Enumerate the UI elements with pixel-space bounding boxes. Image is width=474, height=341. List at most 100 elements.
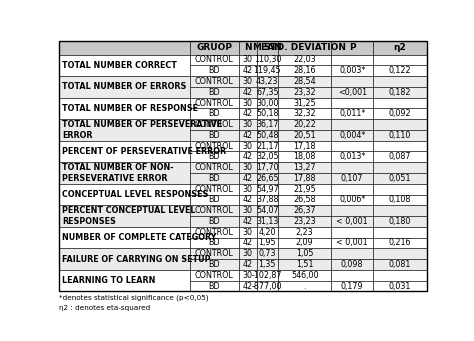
Bar (238, 162, 256, 173)
Text: TOTAL NUMBER CORRECT: TOTAL NUMBER CORRECT (62, 61, 177, 70)
Bar (278, 173, 331, 184)
Text: 18,08: 18,08 (293, 152, 316, 161)
Text: 32,05: 32,05 (256, 152, 279, 161)
Bar (278, 108, 331, 119)
Bar (238, 151, 256, 162)
Bar (278, 55, 331, 65)
Text: BD: BD (208, 131, 220, 140)
Text: 50,48: 50,48 (256, 131, 279, 140)
Text: BD: BD (208, 174, 220, 183)
Bar (374, 173, 427, 184)
Text: 0,122: 0,122 (389, 66, 411, 75)
Text: 21,95: 21,95 (293, 184, 316, 194)
Bar (238, 41, 256, 55)
Text: 20,51: 20,51 (293, 131, 316, 140)
Text: 54,07: 54,07 (256, 206, 279, 215)
Text: 30: 30 (243, 77, 253, 86)
Text: CONTROL: CONTROL (195, 142, 234, 151)
Bar (59, 41, 190, 55)
Bar (190, 65, 238, 76)
Bar (256, 151, 278, 162)
Bar (278, 141, 331, 151)
Bar (256, 87, 278, 98)
Text: 30: 30 (243, 271, 253, 280)
Text: 4,20: 4,20 (259, 228, 276, 237)
Text: 13,27: 13,27 (293, 163, 316, 172)
Text: 1,95: 1,95 (258, 238, 276, 248)
Bar (256, 227, 278, 238)
Text: 42: 42 (243, 282, 253, 291)
Bar (374, 259, 427, 270)
Bar (331, 98, 374, 108)
Bar (238, 65, 256, 76)
Text: BD: BD (208, 109, 220, 118)
Text: 42: 42 (243, 109, 253, 118)
Text: BD: BD (208, 88, 220, 97)
Text: 0,031: 0,031 (389, 282, 411, 291)
Text: 32,32: 32,32 (293, 109, 316, 118)
Text: 0,011*: 0,011* (339, 109, 365, 118)
Bar (256, 259, 278, 270)
Bar (190, 248, 238, 259)
Text: *denotes statistical significance (p<0,05): *denotes statistical significance (p<0,0… (59, 294, 209, 300)
Bar (331, 281, 374, 292)
Text: TOTAL NUMBER OF PERSEVERATIVE
ERROR: TOTAL NUMBER OF PERSEVERATIVE ERROR (62, 120, 222, 139)
Text: CONTROL: CONTROL (195, 120, 234, 129)
Text: 30: 30 (243, 99, 253, 107)
Bar (331, 108, 374, 119)
Bar (190, 130, 238, 141)
Text: 30: 30 (243, 120, 253, 129)
Bar (238, 141, 256, 151)
Text: 42: 42 (243, 66, 253, 75)
Text: CONTROL: CONTROL (195, 163, 234, 172)
Bar (238, 238, 256, 248)
Bar (190, 141, 238, 151)
Bar (256, 119, 278, 130)
Text: 43,23: 43,23 (256, 77, 279, 86)
Text: BD: BD (208, 238, 220, 248)
Text: 0,092: 0,092 (389, 109, 411, 118)
Bar (278, 76, 331, 87)
Text: 42: 42 (243, 260, 253, 269)
Bar (59, 55, 190, 76)
Text: 0,081: 0,081 (389, 260, 411, 269)
Bar (278, 151, 331, 162)
Text: TOTAL NUMBER OF ERRORS: TOTAL NUMBER OF ERRORS (62, 83, 187, 91)
Text: 54,97: 54,97 (256, 184, 279, 194)
Bar (190, 238, 238, 248)
Text: 30: 30 (243, 228, 253, 237)
Bar (59, 98, 190, 119)
Text: PERCENT CONCEPTUAL LEVEL
RESPONSES: PERCENT CONCEPTUAL LEVEL RESPONSES (62, 206, 196, 226)
Text: CONTROL: CONTROL (195, 271, 234, 280)
Bar (238, 205, 256, 216)
Text: BD: BD (208, 195, 220, 204)
Text: 17,70: 17,70 (256, 163, 279, 172)
Text: 26,65: 26,65 (256, 174, 279, 183)
Text: .: . (303, 282, 306, 291)
Text: 21,17: 21,17 (256, 142, 279, 151)
Text: CONTROL: CONTROL (195, 206, 234, 215)
Text: η2: η2 (393, 43, 406, 52)
Bar (256, 238, 278, 248)
Text: <0,001: <0,001 (337, 88, 367, 97)
Text: 67,35: 67,35 (256, 88, 279, 97)
Bar (190, 184, 238, 194)
Bar (331, 205, 374, 216)
Bar (238, 216, 256, 227)
Bar (256, 162, 278, 173)
Bar (256, 76, 278, 87)
Bar (59, 248, 190, 270)
Text: 20,22: 20,22 (293, 120, 316, 129)
Bar (331, 41, 374, 55)
Text: 23,23: 23,23 (293, 217, 316, 226)
Bar (374, 65, 427, 76)
Bar (238, 194, 256, 205)
Text: 30: 30 (243, 142, 253, 151)
Text: 42: 42 (243, 88, 253, 97)
Text: CONTROL: CONTROL (195, 56, 234, 64)
Text: 37,88: 37,88 (256, 195, 279, 204)
Bar (331, 216, 374, 227)
Bar (374, 55, 427, 65)
Bar (278, 162, 331, 173)
Bar (278, 238, 331, 248)
